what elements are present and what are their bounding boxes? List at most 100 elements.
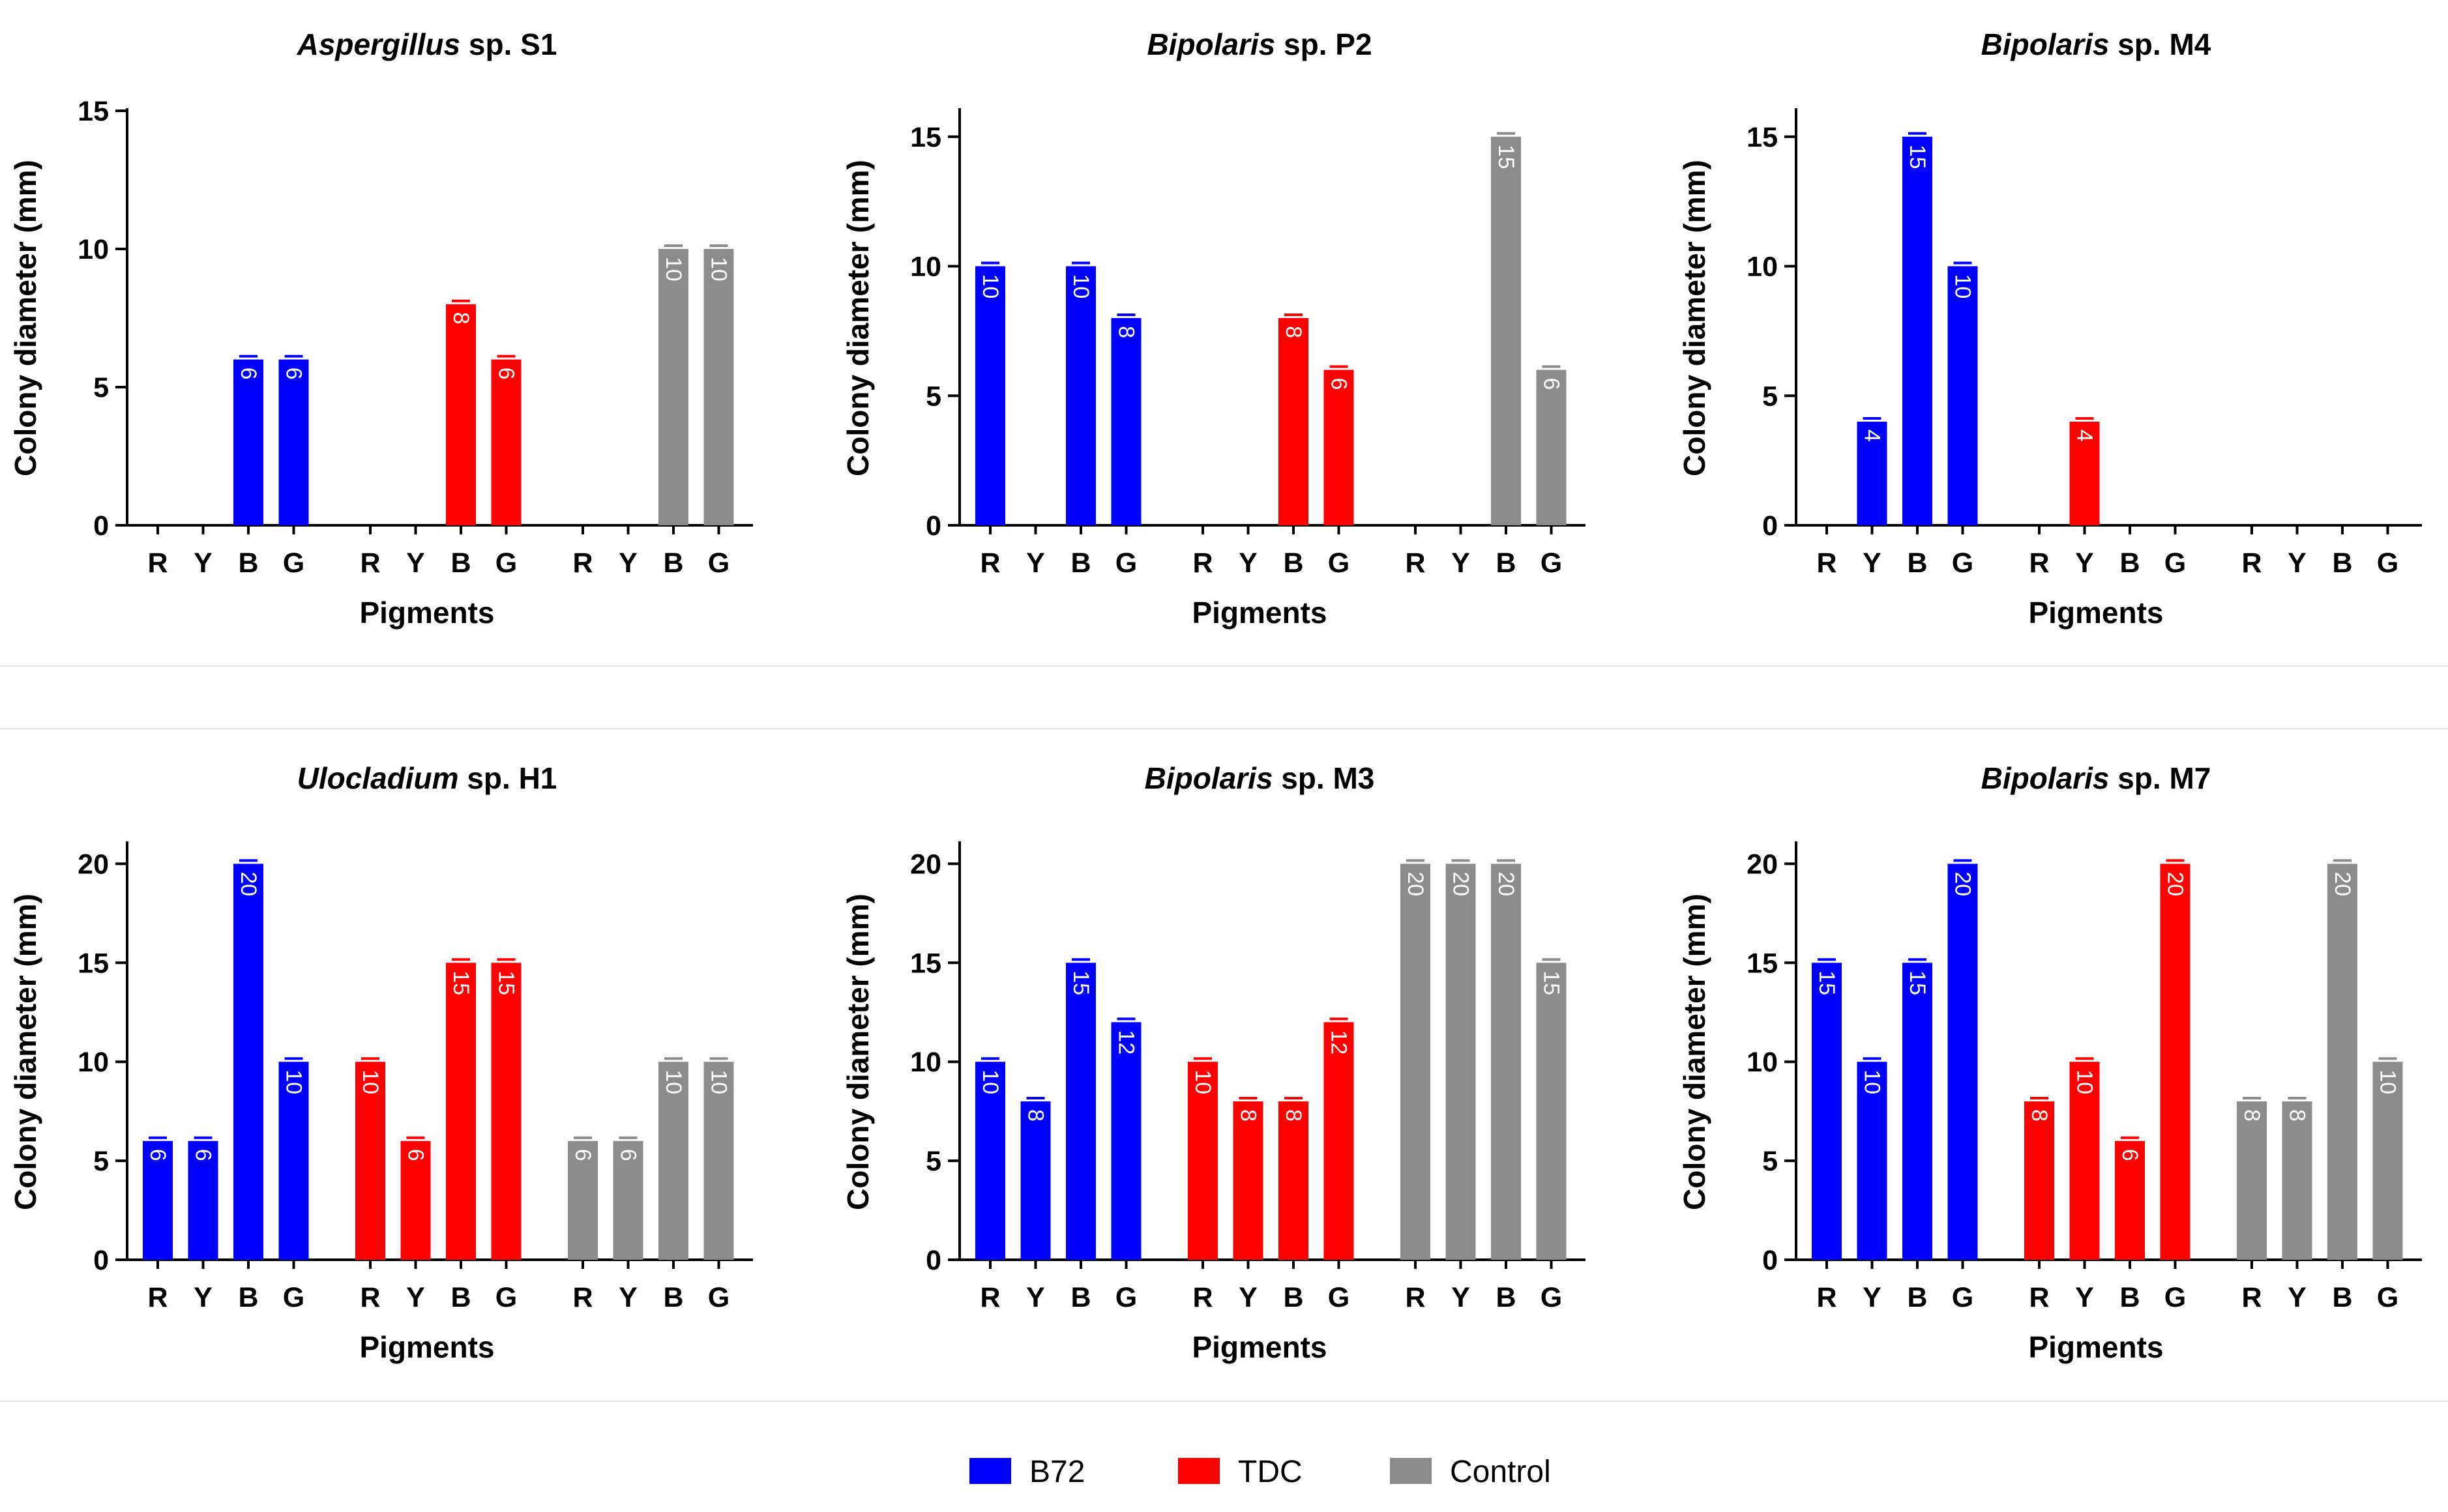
bar-value-label: 15 (1814, 970, 1839, 995)
x-tick-label: R (1816, 547, 1836, 579)
bar-value-label: 8 (2239, 1109, 2264, 1122)
bar (278, 1062, 309, 1260)
x-tick-label: G (1541, 547, 1562, 579)
bar (1278, 318, 1308, 525)
x-tick-label: G (283, 547, 304, 579)
bar-value-label: 12 (1327, 1030, 1351, 1054)
x-tick-label: Y (1863, 547, 1881, 579)
x-tick-label: B (1496, 547, 1516, 579)
bar-value-label: 12 (1114, 1030, 1139, 1054)
x-tick-label: B (1283, 1282, 1303, 1313)
chart-panel: Ulocladium sp. H1 0 5 10 15 20 Colony diameter… (8, 761, 753, 1364)
bar-value-label: 15 (1539, 970, 1564, 995)
x-tick-label: B (450, 547, 471, 579)
bar (658, 249, 688, 525)
bar (400, 1141, 431, 1260)
bar (1857, 422, 1887, 525)
x-tick-label: G (495, 1282, 517, 1313)
bar-value-label: 10 (978, 274, 1003, 299)
y-tick-label: 0 (1762, 510, 1778, 542)
x-tick-label: Y (2288, 547, 2307, 579)
bar (278, 359, 309, 525)
x-tick-label: R (980, 547, 1000, 579)
bar (1536, 370, 1567, 525)
x-tick-label: G (495, 547, 517, 579)
x-tick-label: R (1192, 547, 1213, 579)
x-axis-label: Pigments (2028, 1330, 2163, 1364)
x-tick-label: G (283, 1282, 304, 1313)
bar-value-label: 10 (358, 1069, 383, 1094)
y-tick-label: 0 (93, 1245, 109, 1276)
chart-title: Bipolaris sp. P2 (1147, 27, 1372, 61)
x-tick-label: R (2029, 1282, 2049, 1313)
bar (2160, 864, 2190, 1260)
y-tick-label: 15 (1747, 122, 1778, 153)
title-rest: sp. P2 (1275, 27, 1372, 61)
x-tick-label: R (1405, 547, 1425, 579)
bar-value-label: 10 (707, 257, 731, 282)
chart-title: Bipolaris sp. M4 (1981, 27, 2211, 61)
bar-value-label: 15 (1905, 145, 1930, 169)
y-tick-label: 10 (78, 234, 109, 265)
y-tick-label: 10 (910, 1047, 941, 1078)
bar-value-label: 10 (661, 257, 686, 282)
x-tick-label: G (708, 1282, 730, 1313)
bar-value-label: 6 (494, 368, 519, 380)
bar-value-label: 15 (1494, 145, 1518, 169)
chart-title: Aspergillus sp. S1 (297, 27, 557, 61)
bar (491, 359, 522, 525)
y-tick-label: 15 (78, 948, 109, 979)
bar (1400, 864, 1430, 1260)
title-rest: sp. H1 (459, 761, 557, 795)
bar (1947, 864, 1978, 1260)
bar (613, 1141, 643, 1260)
bar-value-label: 8 (449, 312, 473, 325)
bar-value-label: 8 (1281, 326, 1306, 338)
bar-value-label: 15 (1069, 970, 1093, 995)
x-tick-label: B (2332, 1282, 2352, 1313)
bar-value-label: 10 (1951, 274, 1975, 299)
x-tick-label: G (1328, 1282, 1349, 1313)
bar-value-label: 4 (1860, 429, 1885, 442)
x-tick-label: G (1952, 547, 1973, 579)
x-tick-label: G (2164, 547, 2186, 579)
bar-value-label: 20 (1449, 871, 1473, 896)
y-tick-label: 20 (910, 849, 941, 880)
y-tick-label: 5 (1762, 381, 1778, 412)
x-tick-label: R (147, 1282, 168, 1313)
bar-value-label: 10 (978, 1069, 1003, 1094)
bar-value-label: 6 (616, 1149, 641, 1161)
bar-value-label: 20 (1494, 871, 1518, 896)
y-tick-label: 15 (1747, 948, 1778, 979)
bar (1491, 136, 1521, 525)
bar-value-label: 4 (2072, 429, 2097, 442)
bar (1812, 963, 1842, 1260)
bar-value-label: 8 (1024, 1109, 1048, 1122)
x-tick-label: R (2241, 1282, 2262, 1313)
y-tick-label: 10 (78, 1047, 109, 1078)
y-axis-label: Colony diameter (mm) (1677, 160, 1711, 476)
bar-value-label: 6 (1327, 378, 1351, 390)
x-tick-label: Y (194, 547, 213, 579)
x-tick-label: Y (1026, 547, 1045, 579)
y-tick-label: 5 (926, 1146, 941, 1177)
bar (2115, 1141, 2145, 1260)
chart-panel: Bipolaris sp. M7 0 5 10 15 20 Colony diameter … (1677, 761, 2422, 1364)
bar (2327, 864, 2357, 1260)
x-tick-label: Y (1239, 1282, 1258, 1313)
chart-panel: Bipolaris sp. M3 0 5 10 15 20 Colony diameter … (841, 761, 1585, 1364)
bar (568, 1141, 598, 1260)
y-tick-label: 5 (93, 372, 109, 403)
bar-value-label: 6 (282, 368, 306, 380)
y-tick-label: 20 (78, 849, 109, 880)
bar (1857, 1062, 1887, 1260)
legend-swatch (1178, 1458, 1220, 1484)
bar (233, 359, 263, 525)
bar-value-label: 20 (2163, 871, 2188, 896)
bar-value-label: 6 (236, 368, 261, 380)
legend-swatch (1390, 1458, 1432, 1484)
x-tick-label: G (708, 547, 730, 579)
x-axis-label: Pigments (359, 1330, 494, 1364)
y-axis-label: Colony diameter (mm) (8, 160, 42, 476)
legend-label: Control (1450, 1455, 1551, 1489)
